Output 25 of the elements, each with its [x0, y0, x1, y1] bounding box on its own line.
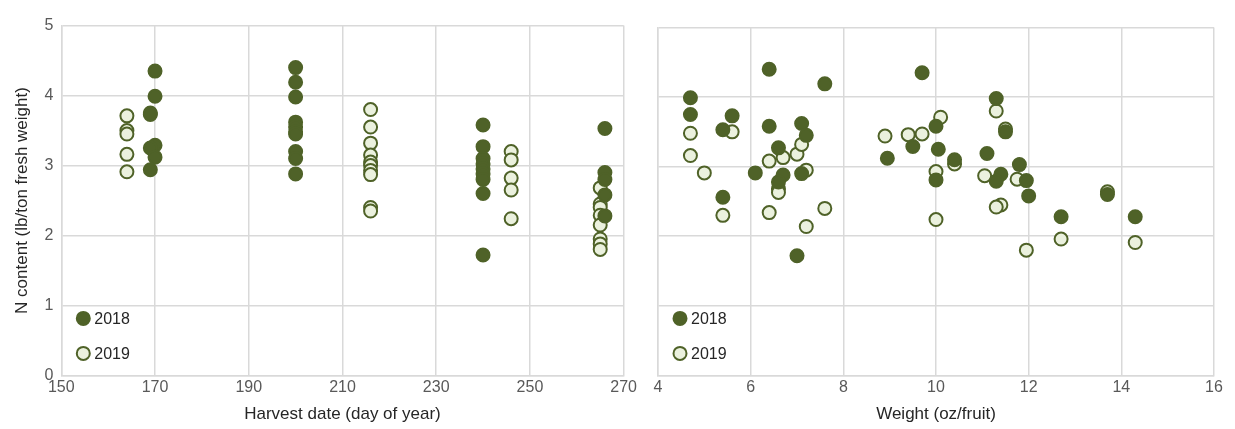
legend-label: 2018 [94, 309, 130, 327]
y-tick-label: 1 [44, 295, 54, 313]
x-axis-title: Harvest date (day of year) [244, 404, 441, 424]
x-tick-label: 270 [610, 378, 638, 396]
x-axis-title: Weight (oz/fruit) [876, 404, 996, 424]
x-tick-label: 8 [838, 378, 848, 396]
x-tick-label: 16 [1205, 378, 1223, 396]
y-tick-label: 4 [44, 85, 54, 103]
x-tick-label: 250 [516, 378, 544, 396]
x-tick-label: 6 [746, 378, 756, 396]
x-tick-label: 230 [422, 378, 450, 396]
x-tick-label: 10 [927, 378, 945, 396]
y-axis-title: N content (lb/ton fresh weight) [11, 87, 31, 314]
legend-label: 2019 [94, 344, 130, 362]
x-tick-label: 190 [235, 378, 263, 396]
x-tick-label: 4 [653, 378, 663, 396]
x-tick-label: 12 [1019, 378, 1038, 396]
y-tick-label: 2 [44, 225, 54, 243]
x-tick-label: 14 [1112, 378, 1131, 396]
y-tick-label: 5 [44, 16, 54, 34]
y-tick-label: 3 [44, 155, 54, 173]
legend-label: 2019 [691, 344, 727, 362]
x-tick-label: 170 [141, 378, 169, 396]
x-tick-label: 210 [329, 378, 356, 396]
legend-label: 2018 [691, 309, 727, 327]
